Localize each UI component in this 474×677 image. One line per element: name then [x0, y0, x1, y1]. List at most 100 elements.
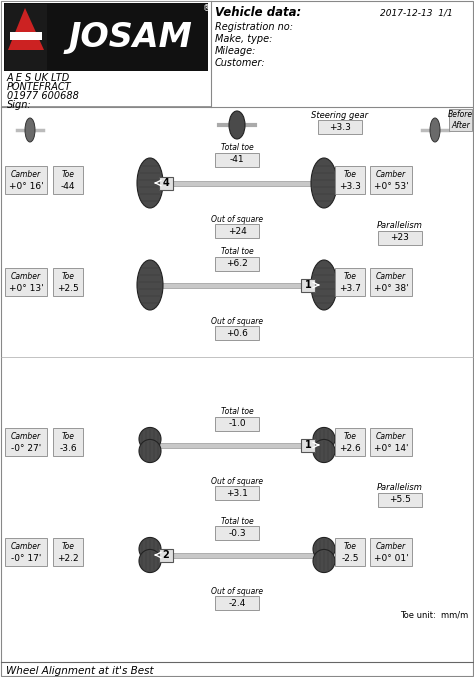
Text: Out of square: Out of square — [211, 586, 263, 596]
Text: Wheel Alignment at it's Best: Wheel Alignment at it's Best — [6, 666, 154, 676]
Text: Toe: Toe — [62, 272, 74, 281]
Bar — [159, 548, 173, 561]
Polygon shape — [8, 8, 44, 50]
Bar — [301, 278, 315, 292]
Text: Sign:: Sign: — [7, 100, 32, 110]
Ellipse shape — [229, 111, 245, 139]
Ellipse shape — [318, 439, 330, 450]
Text: -41: -41 — [230, 156, 244, 165]
Bar — [215, 153, 259, 167]
Bar — [4, 3, 208, 71]
Bar — [215, 224, 259, 238]
Bar — [53, 268, 83, 296]
Ellipse shape — [313, 427, 335, 451]
Bar — [53, 538, 83, 566]
Text: +3.3: +3.3 — [329, 123, 351, 131]
Text: Total toe: Total toe — [220, 517, 254, 525]
Ellipse shape — [318, 550, 330, 561]
Bar — [5, 268, 47, 296]
Bar — [53, 428, 83, 456]
Text: Camber: Camber — [11, 170, 41, 179]
Text: +0.6: +0.6 — [226, 328, 248, 338]
Text: After: After — [451, 121, 470, 130]
Ellipse shape — [144, 550, 156, 561]
Bar — [5, 4, 47, 70]
Ellipse shape — [137, 158, 163, 208]
Bar — [150, 282, 324, 288]
Text: Steering gear: Steering gear — [311, 112, 369, 121]
Bar — [215, 257, 259, 271]
Text: +0° 16': +0° 16' — [9, 181, 43, 191]
Text: -2.5: -2.5 — [341, 554, 359, 563]
Text: 1: 1 — [305, 280, 311, 290]
Bar — [335, 428, 365, 456]
Ellipse shape — [311, 158, 337, 208]
Text: -0.3: -0.3 — [228, 529, 246, 538]
Bar — [1, 1, 211, 106]
Text: +2.5: +2.5 — [57, 284, 79, 292]
Ellipse shape — [137, 260, 163, 310]
Bar — [318, 120, 362, 134]
Ellipse shape — [318, 280, 330, 290]
Text: +3.7: +3.7 — [339, 284, 361, 292]
Text: +5.5: +5.5 — [389, 496, 411, 504]
Ellipse shape — [313, 538, 335, 561]
Text: Toe: Toe — [344, 432, 356, 441]
Bar — [215, 417, 259, 431]
Bar — [335, 538, 365, 566]
Bar — [10, 32, 42, 40]
Text: 2: 2 — [163, 550, 169, 560]
Bar — [150, 552, 324, 557]
Text: A E S UK LTD: A E S UK LTD — [7, 73, 70, 83]
Text: 01977 600688: 01977 600688 — [7, 91, 79, 101]
Text: Toe: Toe — [62, 432, 74, 441]
Text: Total toe: Total toe — [220, 248, 254, 257]
Bar — [215, 526, 259, 540]
Ellipse shape — [25, 118, 35, 142]
Text: +3.3: +3.3 — [339, 181, 361, 191]
Text: Toe: Toe — [344, 542, 356, 551]
Ellipse shape — [144, 280, 156, 290]
Text: +0° 53': +0° 53' — [374, 181, 408, 191]
Bar — [5, 428, 47, 456]
Ellipse shape — [144, 177, 156, 188]
Text: Camber: Camber — [376, 272, 406, 281]
Bar — [5, 538, 47, 566]
Text: Camber: Camber — [376, 170, 406, 179]
Ellipse shape — [139, 427, 161, 451]
Text: Vehicle data:: Vehicle data: — [215, 7, 301, 20]
Text: +0° 13': +0° 13' — [9, 284, 43, 292]
Text: Camber: Camber — [11, 272, 41, 281]
Text: +3.1: +3.1 — [226, 489, 248, 498]
Text: +24: +24 — [228, 227, 246, 236]
Text: +2.6: +2.6 — [339, 443, 361, 453]
Bar — [159, 177, 173, 190]
Bar — [335, 268, 365, 296]
Bar — [150, 443, 324, 447]
Text: 4: 4 — [163, 178, 169, 188]
Bar — [449, 109, 472, 131]
Text: Toe: Toe — [62, 542, 74, 551]
Bar — [370, 428, 412, 456]
Text: +23: +23 — [391, 234, 410, 242]
Text: PONTEFRACT: PONTEFRACT — [7, 82, 72, 92]
Text: ®: ® — [203, 5, 211, 14]
Text: JOSAM: JOSAM — [68, 22, 192, 55]
Text: Camber: Camber — [11, 432, 41, 441]
Bar — [378, 493, 422, 507]
Text: -1.0: -1.0 — [228, 420, 246, 429]
Text: Mileage:: Mileage: — [215, 46, 256, 56]
Text: +2.2: +2.2 — [57, 554, 79, 563]
Bar — [5, 166, 47, 194]
Text: -3.6: -3.6 — [59, 443, 77, 453]
Ellipse shape — [313, 439, 335, 462]
Text: Camber: Camber — [376, 542, 406, 551]
Text: +0° 38': +0° 38' — [374, 284, 408, 292]
Ellipse shape — [139, 550, 161, 573]
Bar — [370, 268, 412, 296]
Text: +6.2: +6.2 — [226, 259, 248, 269]
Text: -2.4: -2.4 — [228, 598, 246, 607]
Text: Toe unit:  mm/m: Toe unit: mm/m — [400, 611, 468, 619]
Bar — [215, 596, 259, 610]
Ellipse shape — [144, 439, 156, 450]
